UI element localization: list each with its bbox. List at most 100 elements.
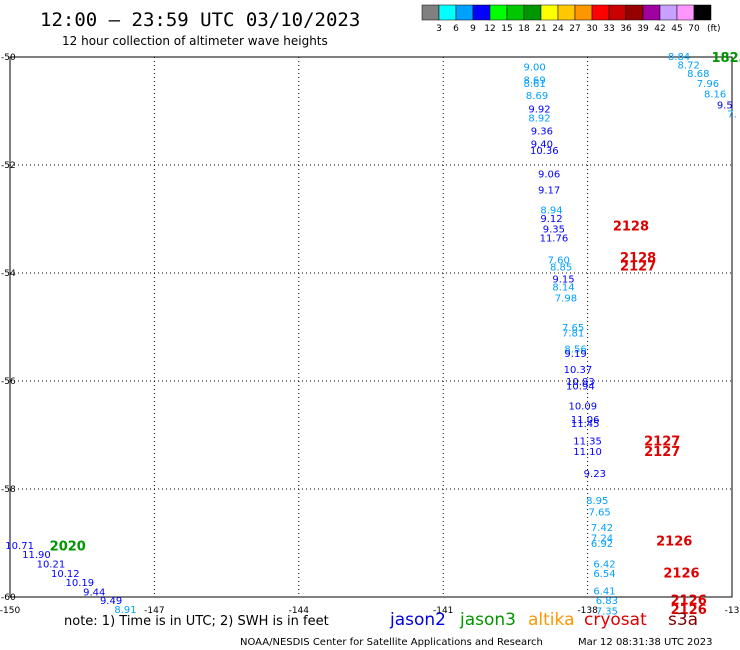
track-number-label: 2127: [620, 259, 656, 274]
wave-height-label: 6.83: [596, 596, 618, 607]
legend-entry-s3a: s3a: [668, 610, 698, 630]
x-tick-label: -147: [144, 606, 164, 616]
wave-height-label: 11.35: [573, 436, 602, 447]
color-swatch: [438, 4, 457, 21]
color-scale-label: 30: [586, 24, 598, 34]
color-scale-label: 15: [501, 24, 512, 34]
wave-height-label: 6.92: [591, 539, 613, 550]
chart-title: 12:00 – 23:59 UTC 03/10/2023: [40, 9, 360, 31]
y-tick-label: -56: [1, 377, 16, 387]
x-tick-label: -141: [433, 606, 453, 616]
color-swatch: [659, 4, 678, 21]
footer-credit: NOAA/NESDIS Center for Satellite Applica…: [240, 637, 543, 648]
color-swatch: [523, 4, 542, 21]
color-swatch: [421, 4, 440, 21]
wave-height-label: 9.23: [584, 469, 606, 480]
track-number-label: 2128: [613, 219, 649, 234]
color-scale-label: 33: [603, 24, 614, 34]
track-number-label: 2127: [644, 434, 680, 449]
legend-entry-jason2: jason2: [389, 610, 446, 630]
wave-height-label: 6.41: [593, 587, 615, 598]
chart-subtitle: 12 hour collection of altimeter wave hei…: [62, 34, 328, 48]
color-swatch: [540, 4, 559, 21]
color-scale-label: 39: [637, 24, 649, 34]
y-tick-label: -54: [1, 269, 16, 279]
wave-height-label: 7.96: [697, 79, 719, 90]
track-number-label: 2020: [50, 540, 86, 555]
color-swatch: [591, 4, 610, 21]
wave-height-label: 7.65: [589, 508, 611, 519]
y-tick-label: -58: [1, 485, 16, 495]
wave-height-label: 9.44: [83, 588, 105, 599]
color-scale-label: 6: [453, 24, 459, 34]
wave-height-label: 8.14: [552, 283, 574, 294]
track-number-label: 2127: [644, 445, 680, 460]
color-swatch: [625, 4, 644, 21]
wave-height-label: 9.5: [717, 101, 733, 112]
wave-height-label: 9.15: [552, 274, 574, 285]
track-number-label: 2126: [671, 594, 707, 609]
wave-height-label: 8.61: [524, 79, 546, 90]
color-scale-label: 21: [535, 24, 546, 34]
wave-height-label: 8.56: [564, 345, 586, 356]
y-tick-label: -60: [1, 593, 16, 603]
wave-height-label: 8.68: [687, 69, 709, 80]
wave-height-label: 8.85: [550, 263, 572, 274]
color-swatch: [557, 4, 576, 21]
plot-grid: [10, 57, 732, 597]
wave-height-label: 11.45: [571, 419, 600, 430]
color-swatch: [676, 4, 695, 21]
wave-height-label: 7.98: [555, 293, 577, 304]
wave-height-label: 9.17: [538, 185, 560, 196]
wave-height-label: 7.42: [591, 523, 613, 534]
wave-height-label: 10.09: [568, 401, 597, 412]
wave-height-label: 8.16: [704, 90, 726, 101]
color-scale-label: 27: [569, 24, 580, 34]
color-swatch: [489, 4, 508, 21]
legend-entry-jason3: jason3: [459, 610, 516, 630]
x-tick-label: -13: [725, 606, 740, 616]
x-tick-label: -150: [0, 606, 20, 616]
wave-height-label: 7.60: [548, 256, 570, 267]
color-scale-label: 45: [671, 24, 682, 34]
wave-height-label: 7.35: [596, 607, 618, 618]
wave-height-label: 8.69: [526, 91, 548, 102]
track-number-label: 1823: [711, 51, 740, 66]
wave-height-label: 10.37: [564, 365, 593, 376]
wave-height-label: 10.21: [37, 560, 66, 571]
color-swatch: [642, 4, 661, 21]
wave-height-label: 10.12: [51, 569, 80, 580]
color-scale-label: 36: [620, 24, 632, 34]
color-scale-label: 70: [688, 24, 700, 34]
wave-height-label: 10.83: [566, 377, 595, 388]
wave-height-label: 8.94: [540, 205, 562, 216]
wave-height-label: 10.19: [65, 578, 94, 589]
wave-height-label: 7.: [727, 110, 737, 121]
wave-height-label: 6.42: [593, 560, 615, 571]
track-number-label: 2128: [620, 251, 656, 266]
wave-height-label: 8.69: [524, 76, 546, 87]
color-scale-labels: 3 6 9 12 15 18 21 24 27 30 33 36 39 42 45 70: [436, 24, 700, 34]
y-tick-label: -52: [1, 161, 16, 171]
wave-height-label: 9.06: [538, 170, 560, 181]
color-scale-label: 24: [552, 24, 564, 34]
wave-height-label: 9.40: [531, 139, 553, 150]
wave-height-label: 11.10: [573, 447, 602, 458]
wave-height-label: 10.36: [530, 146, 559, 157]
wave-height-label: 8.92: [528, 113, 550, 124]
wave-height-label: 7.24: [591, 534, 613, 545]
color-scale-label: 42: [654, 24, 665, 34]
wave-height-label: 9.12: [540, 214, 562, 225]
wave-height-label: 9.00: [524, 63, 546, 74]
axis-ticks: -150 -147 -144 -141 -138 -13 -50 -52 -54 -56 -58 -6…: [0, 53, 739, 616]
wave-height-label: 7.65: [562, 323, 584, 334]
x-tick-label: -144: [289, 606, 310, 616]
color-swatch: [574, 4, 593, 21]
legend-entry-cryosat: cryosat: [584, 610, 647, 630]
color-scale-label: 12: [484, 24, 495, 34]
y-tick-label: -50: [1, 53, 16, 63]
footer-timestamp: Mar 12 08:31:38 UTC 2023: [578, 637, 713, 648]
color-scale-label: 18: [518, 24, 530, 34]
wave-height-label: 11.76: [540, 233, 569, 244]
